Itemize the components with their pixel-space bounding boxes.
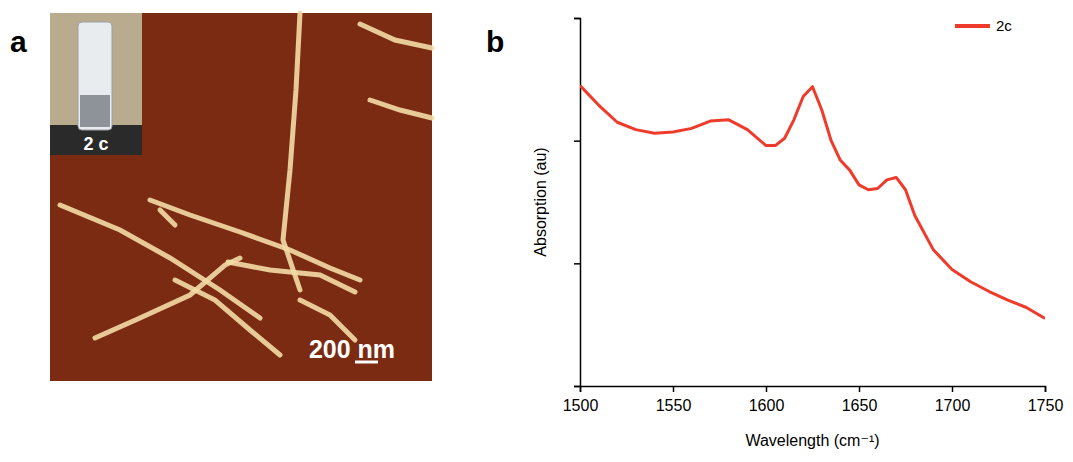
x-tick: 1700	[935, 386, 971, 414]
panel-letter: b	[486, 25, 504, 58]
y-tick	[574, 141, 580, 142]
fiber	[228, 262, 355, 292]
y-tick-mark	[574, 140, 580, 142]
plot-area	[580, 85, 1045, 318]
inset-photo: 2 c	[50, 13, 142, 155]
y-axis-title: Absorption (au)	[532, 147, 549, 256]
panel-a: a 2 c 200 nm	[10, 13, 432, 381]
fiber	[360, 24, 432, 48]
x-tick-mark	[952, 386, 954, 392]
y-tick	[574, 263, 580, 264]
x-tick-label: 1600	[749, 397, 785, 414]
x-tick: 1550	[656, 386, 692, 414]
x-tick-mark	[673, 386, 675, 392]
legend-item: 2c	[955, 17, 1012, 34]
x-tick-label: 1550	[656, 397, 692, 414]
y-axis	[574, 19, 581, 387]
x-tick: 1650	[842, 386, 878, 414]
legend-swatch	[955, 24, 990, 28]
legend-label: 2c	[996, 17, 1012, 34]
figure: a 2 c 200 nm b 1500 1550 1600 1650 1700 1750 Wavel…	[0, 0, 1073, 462]
fiber	[160, 210, 175, 225]
x-axis-line	[581, 387, 1046, 393]
x-tick-label: 1700	[935, 397, 971, 414]
x-tick-label: 1750	[1028, 397, 1064, 414]
fiber	[370, 100, 432, 118]
inset-background	[50, 13, 142, 155]
afm-image	[50, 13, 432, 381]
x-axis: 1500 1550 1600 1650 1700 1750	[563, 386, 1064, 414]
inset-label: 2 c	[83, 134, 108, 154]
y-tick	[574, 18, 580, 19]
x-tick: 1600	[749, 386, 785, 414]
legend: 2c	[955, 17, 1012, 34]
x-tick-mark	[766, 386, 768, 392]
x-axis-title: Wavelength (cm⁻¹)	[745, 432, 879, 449]
y-tick-mark	[574, 18, 580, 20]
x-tick-mark	[859, 386, 861, 392]
x-tick: 1750	[1028, 386, 1064, 414]
y-tick	[574, 386, 580, 387]
panel-b: b 1500 1550 1600 1650 1700 1750 Wavelength (cm⁻…	[486, 17, 1063, 449]
vial-gel	[80, 95, 110, 127]
vial	[78, 22, 112, 130]
x-tick-label: 1650	[842, 397, 878, 414]
x-tick-mark	[1045, 386, 1047, 392]
fiber	[95, 258, 240, 338]
y-tick-mark	[574, 386, 580, 388]
scale-bar-label: 200 nm	[309, 335, 395, 363]
x-tick: 1500	[563, 386, 599, 414]
y-axis-line	[574, 19, 581, 387]
y-tick-mark	[574, 263, 580, 265]
x-tick-label: 1500	[563, 397, 599, 414]
fiber	[175, 280, 280, 355]
spectrum-line	[580, 85, 1045, 318]
panel-letter: a	[10, 25, 27, 58]
fiber	[300, 300, 355, 340]
